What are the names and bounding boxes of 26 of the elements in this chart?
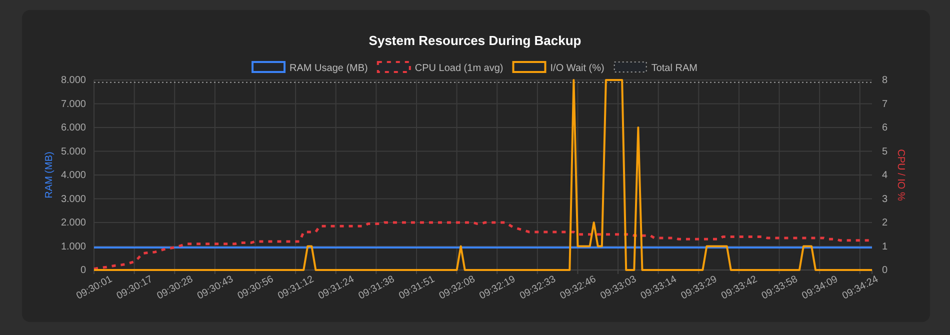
y2-tick-label: 5 <box>882 146 888 158</box>
y-axis-title: RAM (MB) <box>44 152 55 198</box>
y-tick-label: 5.000 <box>60 146 86 158</box>
legend-label: Total RAM <box>651 63 698 74</box>
y-tick-label: 3.000 <box>60 194 86 205</box>
y-tick-label: 0 <box>80 265 86 276</box>
y2-tick-label: 4 <box>882 170 888 182</box>
y2-tick-label: 8 <box>882 75 888 86</box>
y2-tick-label: 3 <box>882 194 888 205</box>
y2-tick-label: 1 <box>882 241 888 252</box>
chart-title: System Resources During Backup <box>368 33 582 48</box>
y-tick-label: 6.000 <box>60 122 86 134</box>
legend-label: RAM Usage (MB) <box>290 63 368 74</box>
y-tick-label: 1.000 <box>60 241 86 252</box>
legend-label: I/O Wait (%) <box>550 63 604 74</box>
y2-tick-label: 7 <box>882 98 888 110</box>
y-tick-label: 2.000 <box>60 218 86 229</box>
line-series <box>93 79 873 271</box>
legend-label: CPU Load (1m avg) <box>414 63 504 74</box>
y-tick-label: 8.000 <box>60 75 86 86</box>
y2-tick-label: 0 <box>882 265 888 276</box>
y2-tick-label: 6 <box>882 122 888 134</box>
y2-tick-label: 2 <box>882 218 888 229</box>
y-tick-label: 4.000 <box>60 170 86 182</box>
y-tick-label: 7.000 <box>60 98 86 110</box>
y2-axis-title: CPU / IO % <box>895 149 906 201</box>
